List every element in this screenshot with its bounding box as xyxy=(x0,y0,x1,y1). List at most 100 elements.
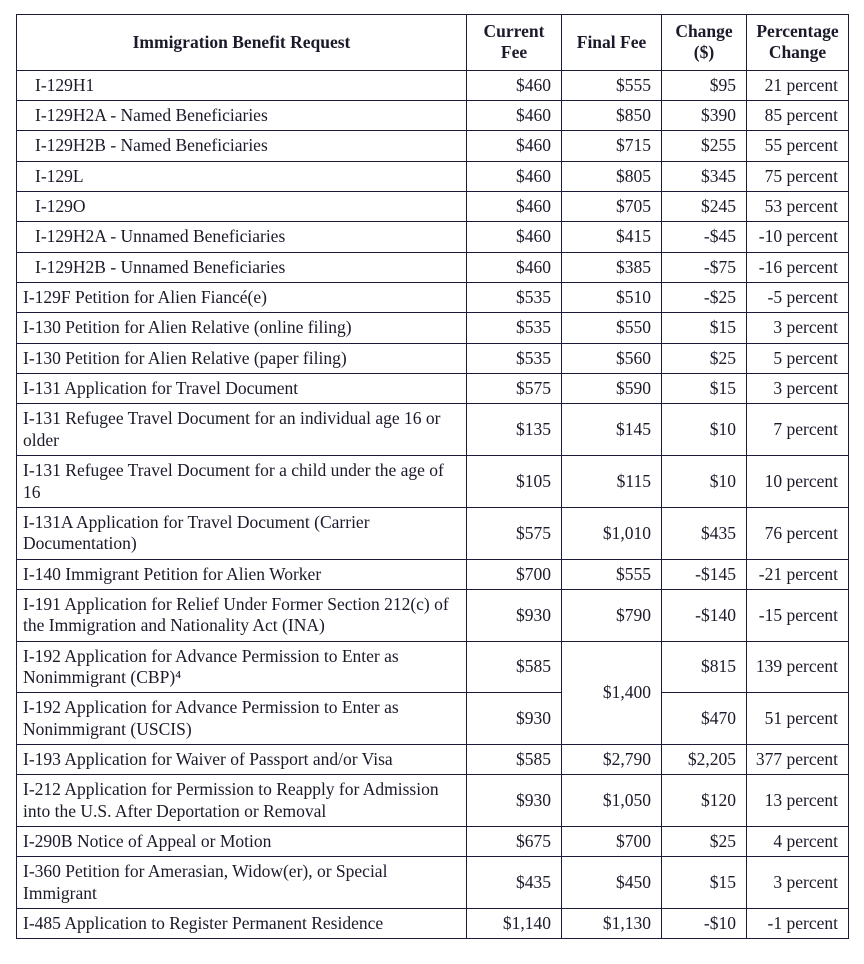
cell-current-fee: $1,140 xyxy=(467,909,562,939)
table-row: I-131 Application for Travel Document$57… xyxy=(17,374,849,404)
table-row: I-129O$460$705$24553 percent xyxy=(17,192,849,222)
table-row: I-192 Application for Advance Permission… xyxy=(17,693,849,745)
table-row: I-131 Refugee Travel Document for a chil… xyxy=(17,456,849,508)
cell-request-name: I-485 Application to Register Permanent … xyxy=(17,909,467,939)
cell-current-fee: $460 xyxy=(467,222,562,252)
cell-final-fee: $805 xyxy=(562,161,662,191)
col-header-pct-change: Percentage Change xyxy=(747,15,849,71)
table-row: I-129H2B - Named Beneficiaries$460$715$2… xyxy=(17,131,849,161)
cell-final-fee: $850 xyxy=(562,101,662,131)
col-header-request: Immigration Benefit Request xyxy=(17,15,467,71)
cell-final-fee: $385 xyxy=(562,252,662,282)
col-header-change: Change ($) xyxy=(662,15,747,71)
col-header-current-fee: Current Fee xyxy=(467,15,562,71)
cell-change: $470 xyxy=(662,693,747,745)
cell-pct-change: 85 percent xyxy=(747,101,849,131)
cell-pct-change: 51 percent xyxy=(747,693,849,745)
cell-current-fee: $460 xyxy=(467,252,562,282)
cell-pct-change: 75 percent xyxy=(747,161,849,191)
cell-current-fee: $535 xyxy=(467,313,562,343)
table-row: I-140 Immigrant Petition for Alien Worke… xyxy=(17,559,849,589)
table-row: I-129H2A - Named Beneficiaries$460$850$3… xyxy=(17,101,849,131)
cell-pct-change: -16 percent xyxy=(747,252,849,282)
cell-pct-change: 139 percent xyxy=(747,641,849,693)
cell-pct-change: -21 percent xyxy=(747,559,849,589)
cell-request-name: I-129H2B - Named Beneficiaries xyxy=(17,131,467,161)
cell-current-fee: $575 xyxy=(467,374,562,404)
cell-final-fee: $2,790 xyxy=(562,744,662,774)
cell-current-fee: $700 xyxy=(467,559,562,589)
cell-final-fee: $550 xyxy=(562,313,662,343)
cell-current-fee: $535 xyxy=(467,343,562,373)
cell-change: $10 xyxy=(662,404,747,456)
cell-change: $2,205 xyxy=(662,744,747,774)
table-row: I-130 Petition for Alien Relative (onlin… xyxy=(17,313,849,343)
cell-current-fee: $575 xyxy=(467,507,562,559)
cell-pct-change: 3 percent xyxy=(747,313,849,343)
cell-final-fee: $1,400 xyxy=(562,641,662,744)
cell-final-fee: $450 xyxy=(562,857,662,909)
cell-current-fee: $105 xyxy=(467,456,562,508)
cell-change: $435 xyxy=(662,507,747,559)
cell-final-fee: $415 xyxy=(562,222,662,252)
cell-request-name: I-130 Petition for Alien Relative (onlin… xyxy=(17,313,467,343)
cell-request-name: I-131 Refugee Travel Document for an ind… xyxy=(17,404,467,456)
cell-pct-change: 53 percent xyxy=(747,192,849,222)
cell-request-name: I-290B Notice of Appeal or Motion xyxy=(17,826,467,856)
cell-final-fee: $555 xyxy=(562,559,662,589)
cell-change: $345 xyxy=(662,161,747,191)
cell-change: $95 xyxy=(662,70,747,100)
cell-pct-change: -15 percent xyxy=(747,589,849,641)
cell-pct-change: 3 percent xyxy=(747,374,849,404)
cell-request-name: I-129H2A - Named Beneficiaries xyxy=(17,101,467,131)
cell-pct-change: -5 percent xyxy=(747,283,849,313)
cell-change: $10 xyxy=(662,456,747,508)
cell-request-name: I-129H2A - Unnamed Beneficiaries xyxy=(17,222,467,252)
cell-current-fee: $135 xyxy=(467,404,562,456)
cell-final-fee: $555 xyxy=(562,70,662,100)
cell-request-name: I-360 Petition for Amerasian, Widow(er),… xyxy=(17,857,467,909)
cell-final-fee: $510 xyxy=(562,283,662,313)
cell-pct-change: 4 percent xyxy=(747,826,849,856)
table-row: I-129H1$460$555$9521 percent xyxy=(17,70,849,100)
cell-change: $15 xyxy=(662,857,747,909)
cell-request-name: I-140 Immigrant Petition for Alien Worke… xyxy=(17,559,467,589)
table-row: I-129H2A - Unnamed Beneficiaries$460$415… xyxy=(17,222,849,252)
cell-current-fee: $930 xyxy=(467,589,562,641)
cell-request-name: I-129O xyxy=(17,192,467,222)
table-header-row: Immigration Benefit Request Current Fee … xyxy=(17,15,849,71)
table-body: I-129H1$460$555$9521 percentI-129H2A - N… xyxy=(17,70,849,939)
cell-change: $25 xyxy=(662,826,747,856)
cell-request-name: I-193 Application for Waiver of Passport… xyxy=(17,744,467,774)
cell-current-fee: $460 xyxy=(467,161,562,191)
cell-final-fee: $115 xyxy=(562,456,662,508)
table-row: I-131A Application for Travel Document (… xyxy=(17,507,849,559)
cell-change: -$75 xyxy=(662,252,747,282)
cell-pct-change: 5 percent xyxy=(747,343,849,373)
cell-request-name: I-192 Application for Advance Permission… xyxy=(17,641,467,693)
cell-pct-change: 7 percent xyxy=(747,404,849,456)
cell-change: $815 xyxy=(662,641,747,693)
col-header-final-fee: Final Fee xyxy=(562,15,662,71)
cell-current-fee: $460 xyxy=(467,131,562,161)
cell-change: -$10 xyxy=(662,909,747,939)
cell-final-fee: $1,130 xyxy=(562,909,662,939)
cell-request-name: I-131 Refugee Travel Document for a chil… xyxy=(17,456,467,508)
cell-current-fee: $460 xyxy=(467,192,562,222)
cell-final-fee: $705 xyxy=(562,192,662,222)
cell-request-name: I-131 Application for Travel Document xyxy=(17,374,467,404)
cell-final-fee: $1,050 xyxy=(562,775,662,827)
cell-change: -$45 xyxy=(662,222,747,252)
cell-pct-change: 10 percent xyxy=(747,456,849,508)
table-row: I-193 Application for Waiver of Passport… xyxy=(17,744,849,774)
table-row: I-130 Petition for Alien Relative (paper… xyxy=(17,343,849,373)
table-row: I-192 Application for Advance Permission… xyxy=(17,641,849,693)
cell-change: $25 xyxy=(662,343,747,373)
cell-current-fee: $460 xyxy=(467,70,562,100)
cell-final-fee: $590 xyxy=(562,374,662,404)
cell-final-fee: $145 xyxy=(562,404,662,456)
cell-change: -$145 xyxy=(662,559,747,589)
cell-request-name: I-192 Application for Advance Permission… xyxy=(17,693,467,745)
cell-request-name: I-129H1 xyxy=(17,70,467,100)
table-row: I-212 Application for Permission to Reap… xyxy=(17,775,849,827)
